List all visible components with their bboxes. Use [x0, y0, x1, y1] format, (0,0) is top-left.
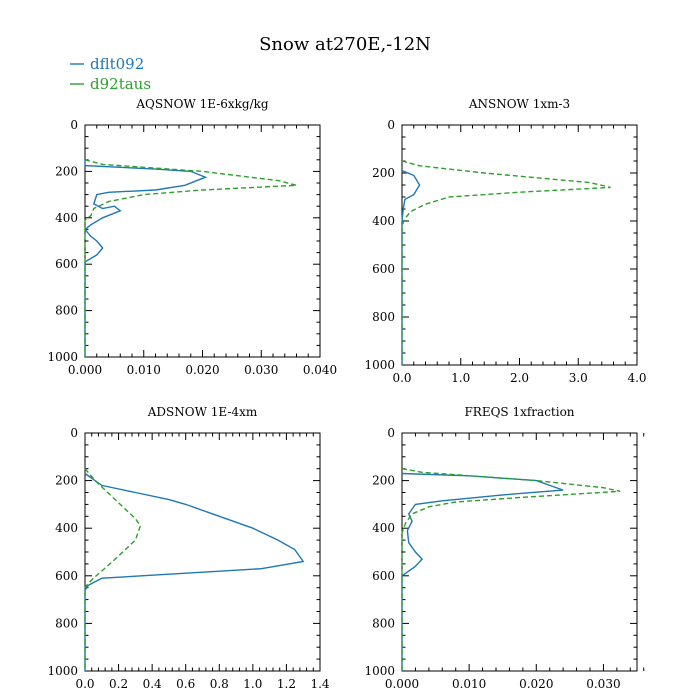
y-tick-label: 400 — [372, 214, 395, 228]
panel-title: FREQS 1xfraction — [464, 405, 574, 419]
y-tick-label: 800 — [372, 616, 395, 630]
x-tick-label: 1.4 — [310, 677, 329, 691]
legend-label-d92taus: d92taus — [90, 75, 151, 93]
y-tick-label: 400 — [372, 521, 395, 535]
y-tick-label: 1000 — [47, 664, 78, 678]
x-tick-label: 0.000 — [385, 677, 419, 691]
x-tick-label: 0.000 — [68, 363, 102, 377]
y-tick-label: 200 — [55, 164, 78, 178]
x-tick-label: 0.8 — [210, 677, 229, 691]
x-tick-label: 0.030 — [586, 677, 620, 691]
series-line-d92taus — [84, 159, 297, 357]
plot-frame — [401, 432, 638, 672]
figure-title: Snow at270E,-12N — [259, 34, 431, 55]
panel-title: ANSNOW 1xm-3 — [468, 97, 570, 111]
x-tick-label: 0.0 — [392, 371, 411, 385]
x-tick-label: 0.0 — [75, 677, 94, 691]
y-tick-label: 1000 — [47, 350, 78, 364]
x-tick-label: 0.2 — [109, 677, 128, 691]
legend-label-dflt092: dflt092 — [90, 55, 144, 73]
series-line-dflt092 — [401, 169, 421, 365]
y-tick-label: 400 — [55, 521, 78, 535]
y-tick-label: 1000 — [364, 664, 395, 678]
series-line-dflt092 — [84, 472, 305, 671]
x-tick-label: 4.0 — [627, 371, 646, 385]
plot-frame — [401, 124, 638, 366]
y-tick-label: 200 — [372, 166, 395, 180]
y-tick-label: 600 — [372, 262, 395, 276]
y-tick-label: 400 — [55, 211, 78, 225]
x-tick-label: 0.030 — [244, 363, 278, 377]
series-line-d92taus — [401, 468, 621, 671]
plot-frame — [84, 432, 321, 672]
y-tick-label: 0 — [70, 426, 78, 440]
series-line-dflt092 — [83, 159, 208, 357]
series-line-dflt092 — [401, 472, 564, 671]
x-tick-label: 2.0 — [510, 371, 529, 385]
y-tick-label: 600 — [55, 257, 78, 271]
y-tick-label: 600 — [55, 569, 78, 583]
series-line-d92taus — [84, 468, 142, 671]
x-tick-label: 0.010 — [452, 677, 486, 691]
x-tick-label: 0.020 — [519, 677, 553, 691]
panel-title: ADSNOW 1E-4xm — [147, 405, 258, 419]
y-tick-label: 0 — [387, 118, 395, 132]
y-tick-label: 800 — [372, 310, 395, 324]
x-tick-label: 0.020 — [185, 363, 219, 377]
panel-title: AQSNOW 1E-6xkg/kg — [135, 97, 269, 111]
y-tick-label: 1000 — [364, 358, 395, 372]
y-tick-label: 800 — [55, 616, 78, 630]
x-tick-label: 1.0 — [243, 677, 262, 691]
plot-frame — [84, 124, 321, 358]
x-tick-label: 0.040 — [303, 363, 337, 377]
series-line-d92taus — [401, 160, 611, 365]
x-tick-label: 3.0 — [569, 371, 588, 385]
y-tick-label: 200 — [55, 474, 78, 488]
y-tick-label: 600 — [372, 569, 395, 583]
x-tick-label: 0.6 — [176, 677, 195, 691]
x-tick-label: 1.2 — [277, 677, 296, 691]
y-tick-label: 200 — [372, 474, 395, 488]
x-tick-label: 0.010 — [127, 363, 161, 377]
y-tick-label: 0 — [387, 426, 395, 440]
x-tick-label: 0.4 — [143, 677, 162, 691]
y-tick-label: 0 — [70, 118, 78, 132]
legend: dflt092 d92taus — [70, 55, 151, 93]
x-tick-label: 1.0 — [451, 371, 470, 385]
y-tick-label: 800 — [55, 304, 78, 318]
